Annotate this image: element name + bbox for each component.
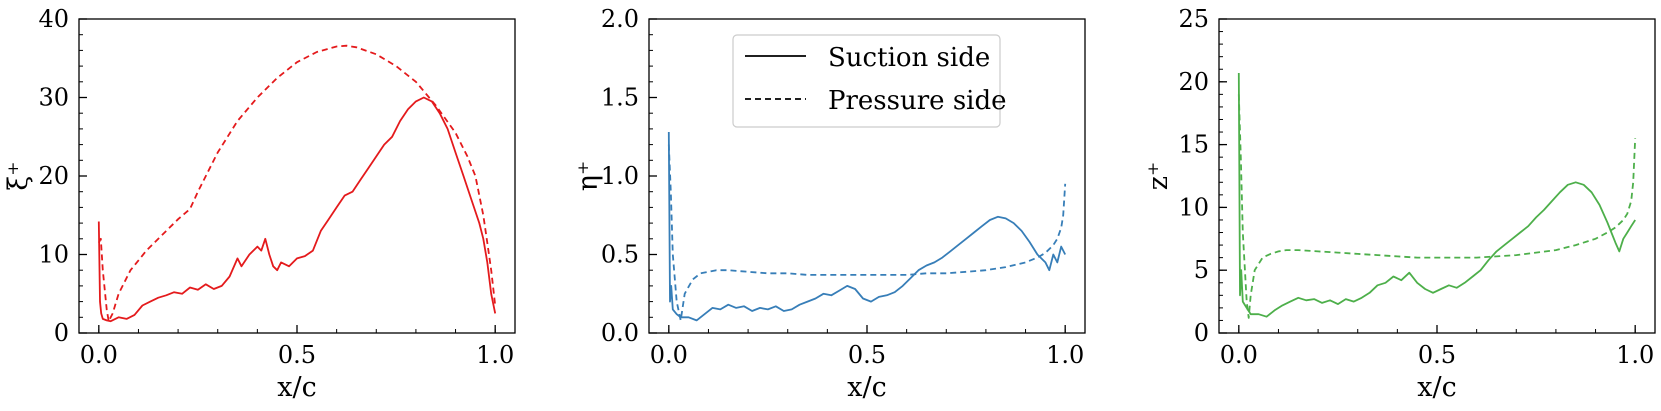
legend-label-suction: Suction side — [828, 43, 990, 73]
suction-side-line — [97, 96, 497, 323]
suction-side-line — [1237, 72, 1636, 318]
x-tick-label: 0.5 — [278, 341, 316, 369]
y-tick-label: 40 — [38, 5, 69, 33]
x-tick-label: 0.5 — [1418, 341, 1456, 369]
panel-z-plus: 0 5 10 15 20 25 0.0 0.5 1.0 x/c z⁺ — [1143, 5, 1656, 403]
x-tick-label: 1.0 — [476, 341, 514, 369]
y-tick-label: 0 — [54, 319, 69, 347]
y-tick-label: 20 — [1178, 68, 1209, 96]
pressure-side-line — [97, 44, 497, 323]
x-tick-label: 1.0 — [1046, 341, 1084, 369]
legend: Suction side Pressure side — [732, 34, 1007, 128]
y-axis-label: z⁺ — [1143, 162, 1174, 190]
legend-label-pressure: Pressure side — [828, 86, 1007, 116]
x-tick-label: 0.0 — [650, 341, 688, 369]
panel-eta-plus: 0.0 0.5 1.0 1.5 2.0 0.0 0.5 1.0 x/c η⁺ — [573, 5, 1086, 403]
x-axis-label: x/c — [847, 372, 886, 403]
x-axis-label: x/c — [277, 372, 316, 403]
y-tick-label: 10 — [38, 241, 69, 269]
x-tick-label: 0.0 — [1220, 341, 1258, 369]
y-tick-label: 10 — [1178, 193, 1209, 221]
y-tick-label: 0.5 — [601, 241, 639, 269]
y-tick-label: 2.0 — [601, 5, 639, 33]
y-tick-label: 25 — [1178, 5, 1209, 33]
legend-frame — [732, 34, 1001, 128]
plot-frame — [1218, 18, 1656, 334]
pressure-side-line — [667, 144, 1067, 322]
y-axis-label: ξ⁺ — [3, 161, 34, 190]
y-axis-label: η⁺ — [573, 161, 604, 191]
y-tick-label: 15 — [1178, 131, 1209, 159]
y-tick-label: 5 — [1194, 256, 1209, 284]
x-axis-label: x/c — [1417, 372, 1456, 403]
plot-frame — [648, 18, 1086, 334]
suction-side-line — [667, 131, 1067, 322]
y-tick-label: 1.0 — [601, 162, 639, 190]
plot-frame — [78, 18, 516, 334]
y-tick-label: 20 — [38, 162, 69, 190]
x-tick-label: 0.0 — [80, 341, 118, 369]
y-tick-label: 0 — [1194, 319, 1209, 347]
y-tick-label: 0.0 — [601, 319, 639, 347]
panel-xi-plus: 0 10 20 30 40 0.0 0.5 1.0 x/c ξ⁺ — [3, 5, 516, 403]
x-tick-label: 0.5 — [848, 341, 886, 369]
pressure-side-line — [1237, 94, 1637, 319]
y-tick-label: 1.5 — [601, 84, 639, 112]
y-tick-label: 30 — [38, 84, 69, 112]
x-tick-label: 1.0 — [1616, 341, 1654, 369]
